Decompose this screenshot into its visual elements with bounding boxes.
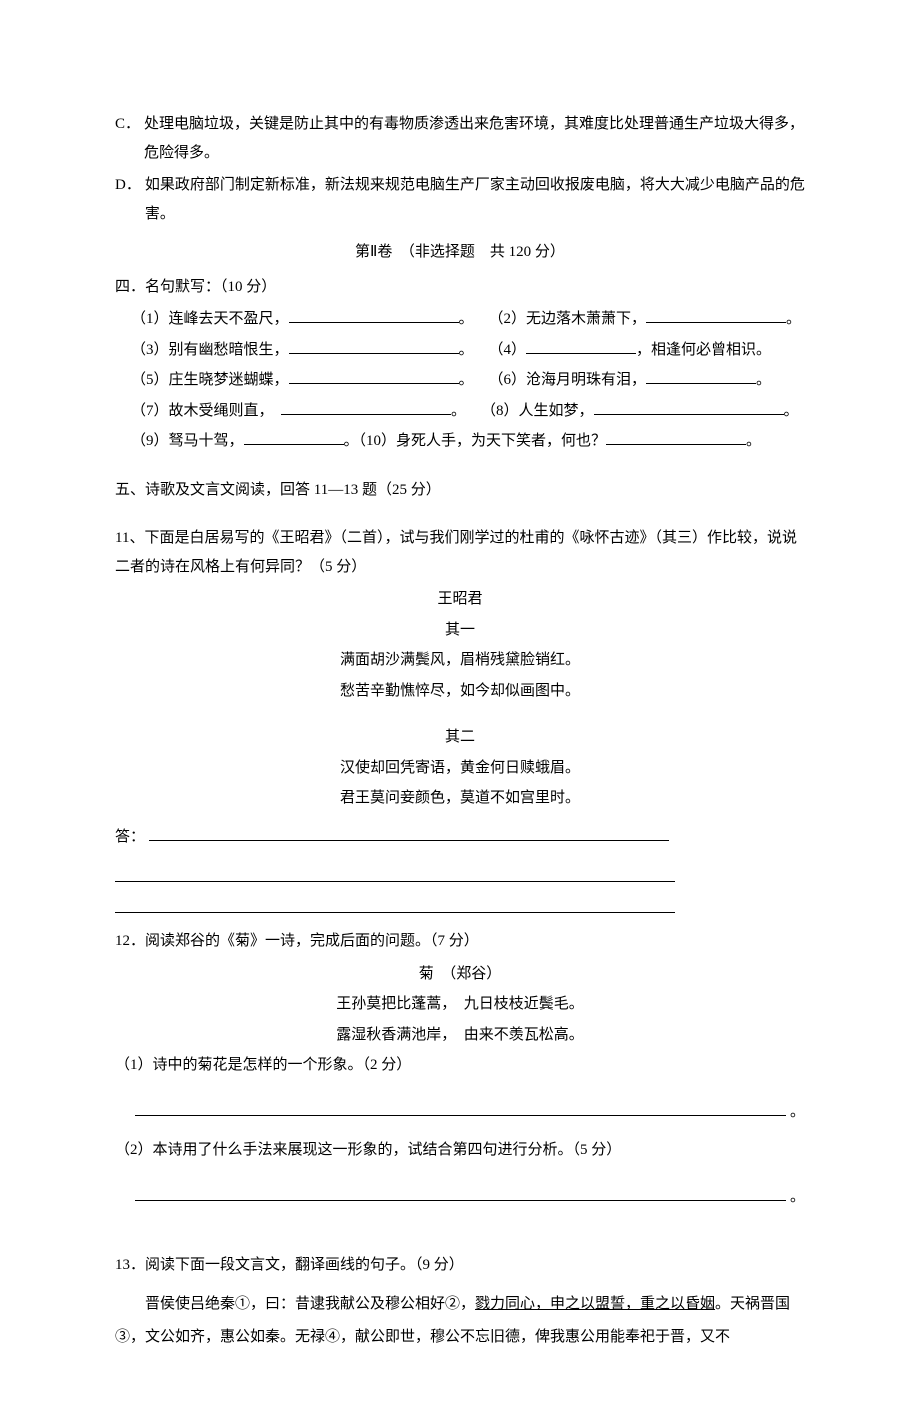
fill-text: （7）故木受绳则直， [131,403,281,419]
option-c: C． 处理电脑垃圾，关键是防止其中的有毒物质渗透出来危害环境，其难度比处理普通生… [115,110,805,167]
blank [289,339,459,354]
fill-text: 。 [746,433,761,449]
q12-title: 菊 （郑谷） [115,960,805,989]
fill-text: ，相逢何必曾相识。 [636,342,771,358]
blank [526,339,636,354]
q13-passage: 晋侯使吕绝秦①，曰：昔逮我献公及穆公相好②，戮力同心，申之以盟誓，重之以昏姻。天… [115,1288,805,1354]
fill-text: 。 （4） [459,342,527,358]
answer-blank [115,861,675,882]
q13-text-a: 晋侯使吕绝秦①，曰：昔逮我献公及穆公相好②， [145,1296,475,1312]
q11-line2: 愁苦辛勤憔悴尽，如今却似画图中。 [115,677,805,706]
option-letter: D． [115,171,141,228]
answer-blank [149,823,669,841]
spacer [115,707,805,721]
answer-blank [115,892,675,913]
q11-line1: 满面胡沙满鬓风，眉梢残黛脸销红。 [115,646,805,675]
fill-row-3: （5）庄生晓梦迷蝴蝶， 。 （6）沧海月明珠有泪， 。 [131,366,805,395]
q12-sub1: （1）诗中的菊花是怎样的一个形象。（2 分） [115,1051,805,1080]
fill-row-5: （9）驽马十驾， 。（10）身死人手，为天下笑者，何也？ 。 [131,427,805,456]
fill-text: （5）庄生晓梦迷蝴蝶， [131,372,289,388]
q11-stem: 11、下面是白居易写的《王昭君》（二首），试与我们刚学过的杜甫的《咏怀古迹》（其… [115,524,805,581]
fill-text: 。（10）身死人手，为天下笑者，何也？ [344,433,607,449]
q13-underlined: 戮力同心，申之以盟誓，重之以昏姻 [475,1296,715,1312]
option-d: D． 如果政府部门制定新标准，新法规来规范电脑生产厂家主动回收报废电脑，将大大减… [115,171,805,228]
answer-blank [135,1098,786,1116]
q11-poem-title: 王昭君 [115,585,805,614]
q12-stem: 12．阅读郑谷的《菊》一诗，完成后面的问题。（7 分） [115,927,805,956]
section5-heading: 五、诗歌及文言文阅读，回答 11—13 题（25 分） [115,476,805,505]
fill-text: 。 （8）人生如梦， [451,403,594,419]
q12-sub1-answer: 。 [135,1098,805,1127]
blank [289,369,459,384]
q11-sub2: 其二 [115,723,805,752]
fill-row-1: （1）连峰去天不盈尺， 。 （2）无边落木萧萧下， 。 [131,305,805,334]
q12-line2: 露湿秋香满池岸， 由来不羡瓦松高。 [115,1021,805,1050]
option-text: 如果政府部门制定新标准，新法规来规范电脑生产厂家主动回收报废电脑，将大大减少电脑… [145,171,805,228]
blank [646,369,756,384]
fill-text: 。 （2）无边落木萧萧下， [459,311,647,327]
fill-text: （1）连峰去天不盈尺， [131,311,289,327]
fill-text: 。 [756,372,771,388]
answer-blank [135,1183,786,1201]
fill-text: （3）别有幽愁暗恨生， [131,342,289,358]
blank [289,308,459,323]
fill-row-2: （3）别有幽愁暗恨生， 。 （4） ，相逢何必曾相识。 [131,336,805,365]
fill-text: 。 （6）沧海月明珠有泪， [459,372,647,388]
blank [244,430,344,445]
q11-sub1: 其一 [115,616,805,645]
part2-title: 第Ⅱ卷 （非选择题 共 120 分） [115,238,805,267]
section4-heading: 四．名句默写：（10 分） [115,273,805,302]
option-letter: C． [115,110,140,167]
q12-sub2: （2）本诗用了什么手法来展现这一形象的，试结合第四句进行分析。（5 分） [115,1136,805,1165]
q12-line1: 王孙莫把比蓬蒿， 九日枝枝近鬓毛。 [115,990,805,1019]
blank [281,400,451,415]
fill-text: （9）驽马十驾， [131,433,244,449]
blank [594,400,784,415]
blank [606,430,746,445]
period: 。 [790,1183,805,1212]
q11-line4: 君王莫问妾颜色，莫道不如宫里时。 [115,784,805,813]
q12-sub2-answer: 。 [135,1183,805,1212]
blank [646,308,786,323]
fill-row-4: （7）故木受绳则直， 。 （8）人生如梦， 。 [131,397,805,426]
q11-answer-row: 答： [115,823,805,852]
q13-stem: 13．阅读下面一段文言文，翻译画线的句子。（9 分） [115,1251,805,1280]
q11-line3: 汉使却回凭寄语，黄金何日赎蛾眉。 [115,754,805,783]
answer-label: 答： [115,823,145,852]
option-text: 处理电脑垃圾，关键是防止其中的有毒物质渗透出来危害环境，其难度比处理普通生产垃圾… [144,110,805,167]
fill-text: 。 [784,403,799,419]
period: 。 [790,1098,805,1127]
fill-text: 。 [786,311,801,327]
